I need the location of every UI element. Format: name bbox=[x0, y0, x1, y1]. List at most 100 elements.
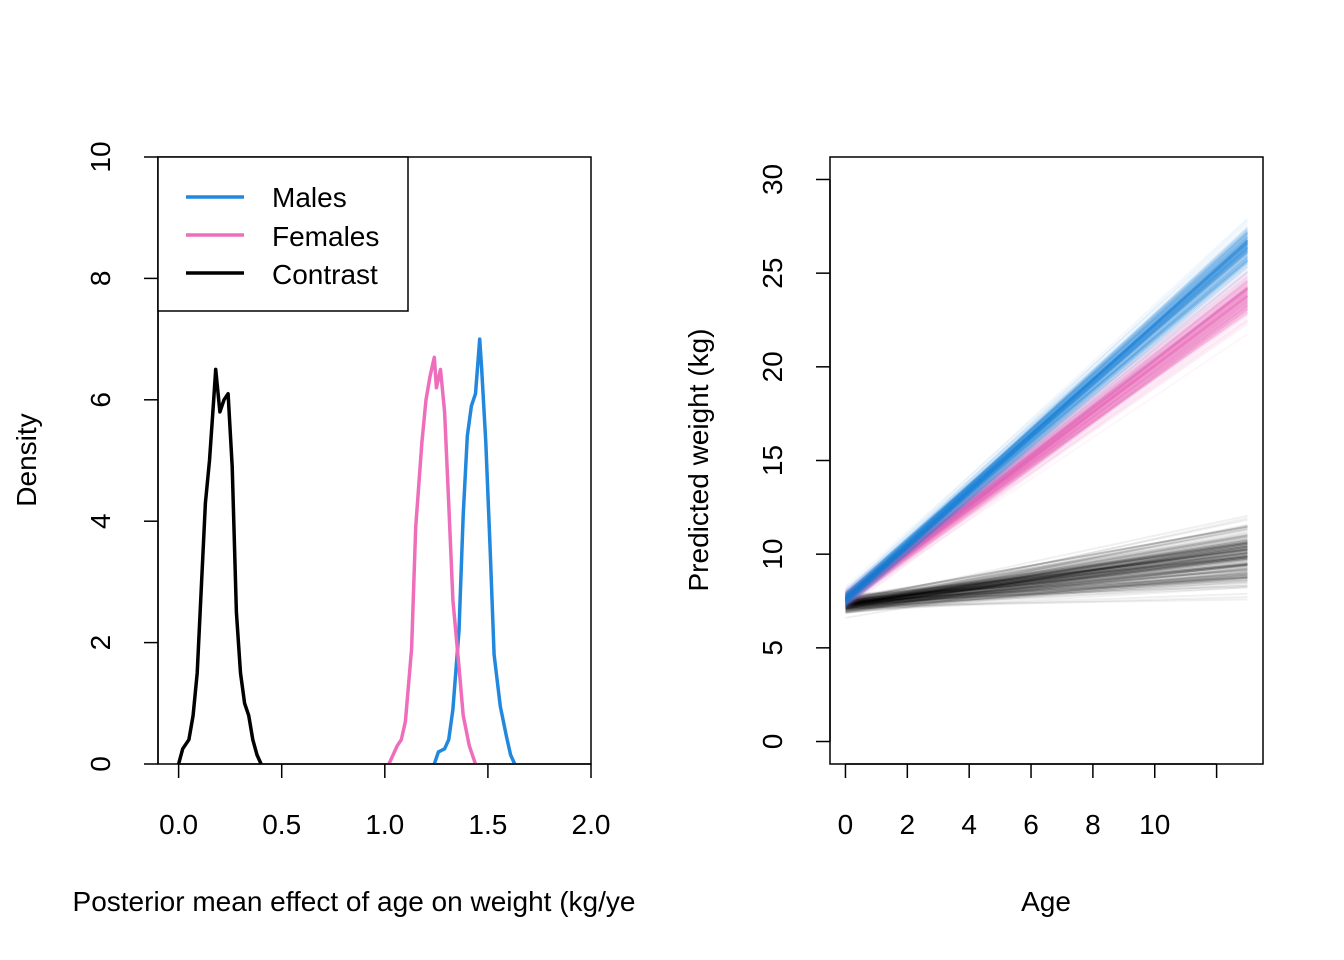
prediction-line bbox=[844, 295, 1249, 597]
prediction-line bbox=[844, 247, 1249, 603]
prediction-line bbox=[844, 308, 1249, 600]
prediction-line bbox=[844, 314, 1249, 604]
prediction-line bbox=[844, 242, 1249, 598]
prediction-line bbox=[844, 280, 1249, 594]
prediction-line bbox=[844, 282, 1249, 601]
prediction-line bbox=[845, 572, 1248, 605]
prediction-line bbox=[844, 241, 1249, 601]
prediction-line bbox=[845, 569, 1248, 600]
prediction-x-tick-label: 2 bbox=[900, 809, 916, 840]
prediction-line bbox=[845, 564, 1248, 607]
prediction-line bbox=[844, 295, 1249, 604]
prediction-line bbox=[845, 539, 1248, 602]
legend-label-males: Males bbox=[272, 182, 347, 213]
prediction-line bbox=[844, 309, 1249, 604]
prediction-line bbox=[845, 544, 1248, 604]
density-y-axis: 0 2 4 6 8 10 bbox=[85, 141, 159, 772]
prediction-line bbox=[844, 254, 1249, 604]
prediction-line bbox=[844, 258, 1249, 599]
prediction-line bbox=[845, 545, 1248, 610]
prediction-line bbox=[844, 286, 1249, 599]
prediction-line bbox=[844, 282, 1249, 594]
prediction-line bbox=[845, 563, 1248, 601]
prediction-line bbox=[845, 551, 1248, 605]
prediction-line bbox=[844, 295, 1249, 601]
prediction-line bbox=[845, 579, 1248, 610]
prediction-line bbox=[845, 562, 1248, 610]
prediction-line bbox=[845, 576, 1248, 608]
prediction-line bbox=[845, 554, 1248, 599]
prediction-line bbox=[844, 292, 1249, 601]
prediction-line bbox=[844, 239, 1249, 604]
prediction-line bbox=[844, 302, 1249, 597]
prediction-line bbox=[844, 240, 1249, 600]
prediction-line bbox=[844, 243, 1249, 596]
prediction-line bbox=[845, 548, 1248, 608]
prediction-line bbox=[844, 270, 1249, 605]
prediction-line bbox=[844, 245, 1249, 596]
prediction-line bbox=[844, 262, 1249, 605]
prediction-line bbox=[845, 544, 1248, 602]
prediction-line bbox=[844, 278, 1249, 609]
prediction-line bbox=[844, 290, 1249, 607]
prediction-line bbox=[845, 567, 1248, 612]
prediction-line bbox=[844, 241, 1249, 601]
legend-label-females: Females bbox=[272, 221, 379, 252]
prediction-line bbox=[844, 296, 1249, 600]
prediction-line bbox=[844, 255, 1249, 609]
prediction-line bbox=[845, 586, 1248, 613]
prediction-line bbox=[844, 249, 1249, 599]
prediction-line bbox=[845, 573, 1248, 606]
prediction-line bbox=[844, 245, 1249, 601]
prediction-line bbox=[844, 296, 1249, 602]
density-curve-males bbox=[432, 337, 517, 765]
prediction-line bbox=[844, 260, 1249, 604]
prediction-line bbox=[845, 534, 1248, 598]
prediction-line bbox=[845, 581, 1248, 611]
prediction-line bbox=[845, 556, 1248, 598]
prediction-line bbox=[844, 259, 1249, 607]
prediction-line bbox=[844, 301, 1249, 603]
prediction-line bbox=[844, 305, 1249, 601]
prediction-line bbox=[844, 256, 1249, 603]
prediction-line bbox=[845, 577, 1248, 607]
prediction-line bbox=[844, 299, 1249, 600]
prediction-line bbox=[844, 289, 1249, 598]
prediction-line bbox=[844, 219, 1249, 598]
prediction-line bbox=[845, 576, 1248, 608]
prediction-line bbox=[844, 255, 1249, 601]
prediction-line bbox=[844, 287, 1249, 600]
prediction-line bbox=[845, 544, 1248, 602]
prediction-line bbox=[844, 298, 1249, 604]
prediction-line bbox=[844, 299, 1249, 604]
prediction-line bbox=[845, 556, 1248, 611]
prediction-line bbox=[844, 278, 1249, 600]
prediction-x-axis-label: Age bbox=[1021, 886, 1071, 917]
prediction-line bbox=[845, 562, 1248, 607]
prediction-line bbox=[844, 290, 1249, 596]
prediction-line bbox=[845, 575, 1248, 607]
prediction-line bbox=[844, 236, 1249, 596]
prediction-line bbox=[845, 560, 1248, 605]
prediction-line bbox=[845, 552, 1248, 612]
prediction-line bbox=[844, 286, 1249, 602]
prediction-line bbox=[844, 295, 1249, 601]
prediction-line bbox=[845, 542, 1248, 604]
prediction-line bbox=[845, 536, 1248, 605]
prediction-line bbox=[844, 284, 1249, 600]
prediction-line bbox=[844, 286, 1249, 604]
prediction-line bbox=[845, 536, 1248, 602]
prediction-line bbox=[844, 247, 1249, 604]
density-legend: Males Females Contrast bbox=[157, 156, 409, 312]
prediction-line bbox=[844, 235, 1249, 597]
prediction-line bbox=[845, 555, 1248, 602]
prediction-line bbox=[844, 294, 1249, 600]
prediction-line bbox=[844, 256, 1249, 602]
prediction-line bbox=[844, 251, 1249, 598]
prediction-line bbox=[844, 288, 1249, 601]
prediction-line bbox=[844, 222, 1249, 596]
prediction-line bbox=[845, 555, 1248, 603]
prediction-line bbox=[845, 545, 1248, 606]
prediction-line bbox=[845, 579, 1248, 602]
prediction-line bbox=[844, 250, 1249, 600]
